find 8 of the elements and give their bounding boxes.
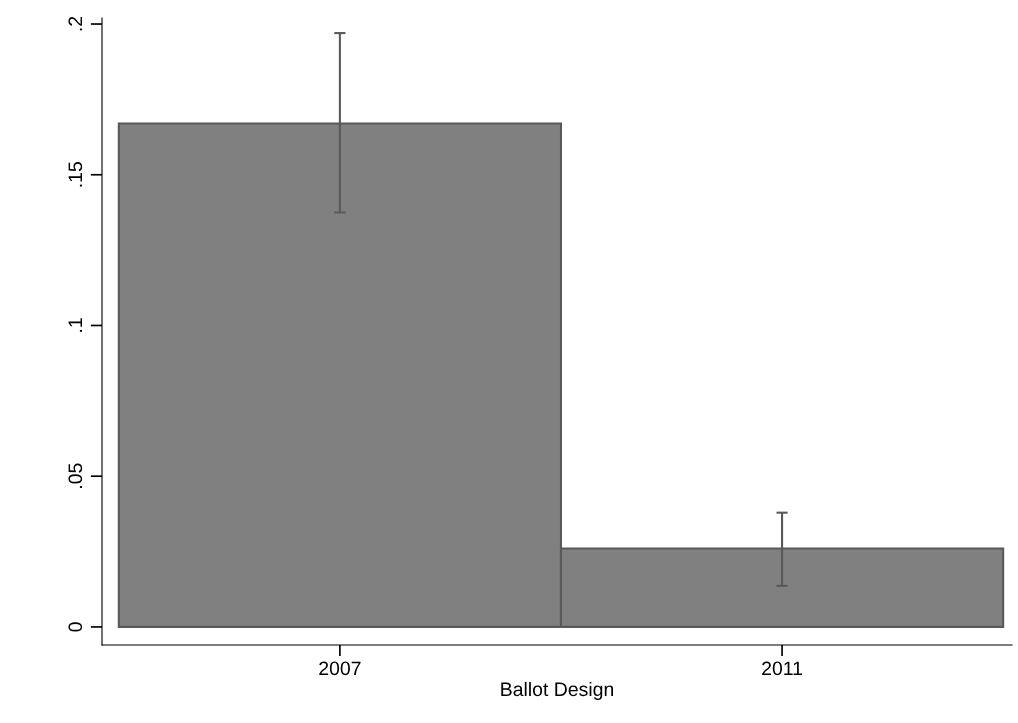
y-tick-label: .05 [68, 463, 83, 488]
x-axis-title: Ballot Design [501, 681, 614, 700]
y-tick-label: .15 [68, 162, 83, 187]
x-tick-label: 2007 [319, 661, 361, 676]
y-tick-label: .1 [68, 318, 82, 332]
x-tick-label: 2011 [762, 661, 803, 676]
y-tick-label: 0 [68, 622, 83, 632]
y-tick-label: .2 [68, 16, 82, 31]
